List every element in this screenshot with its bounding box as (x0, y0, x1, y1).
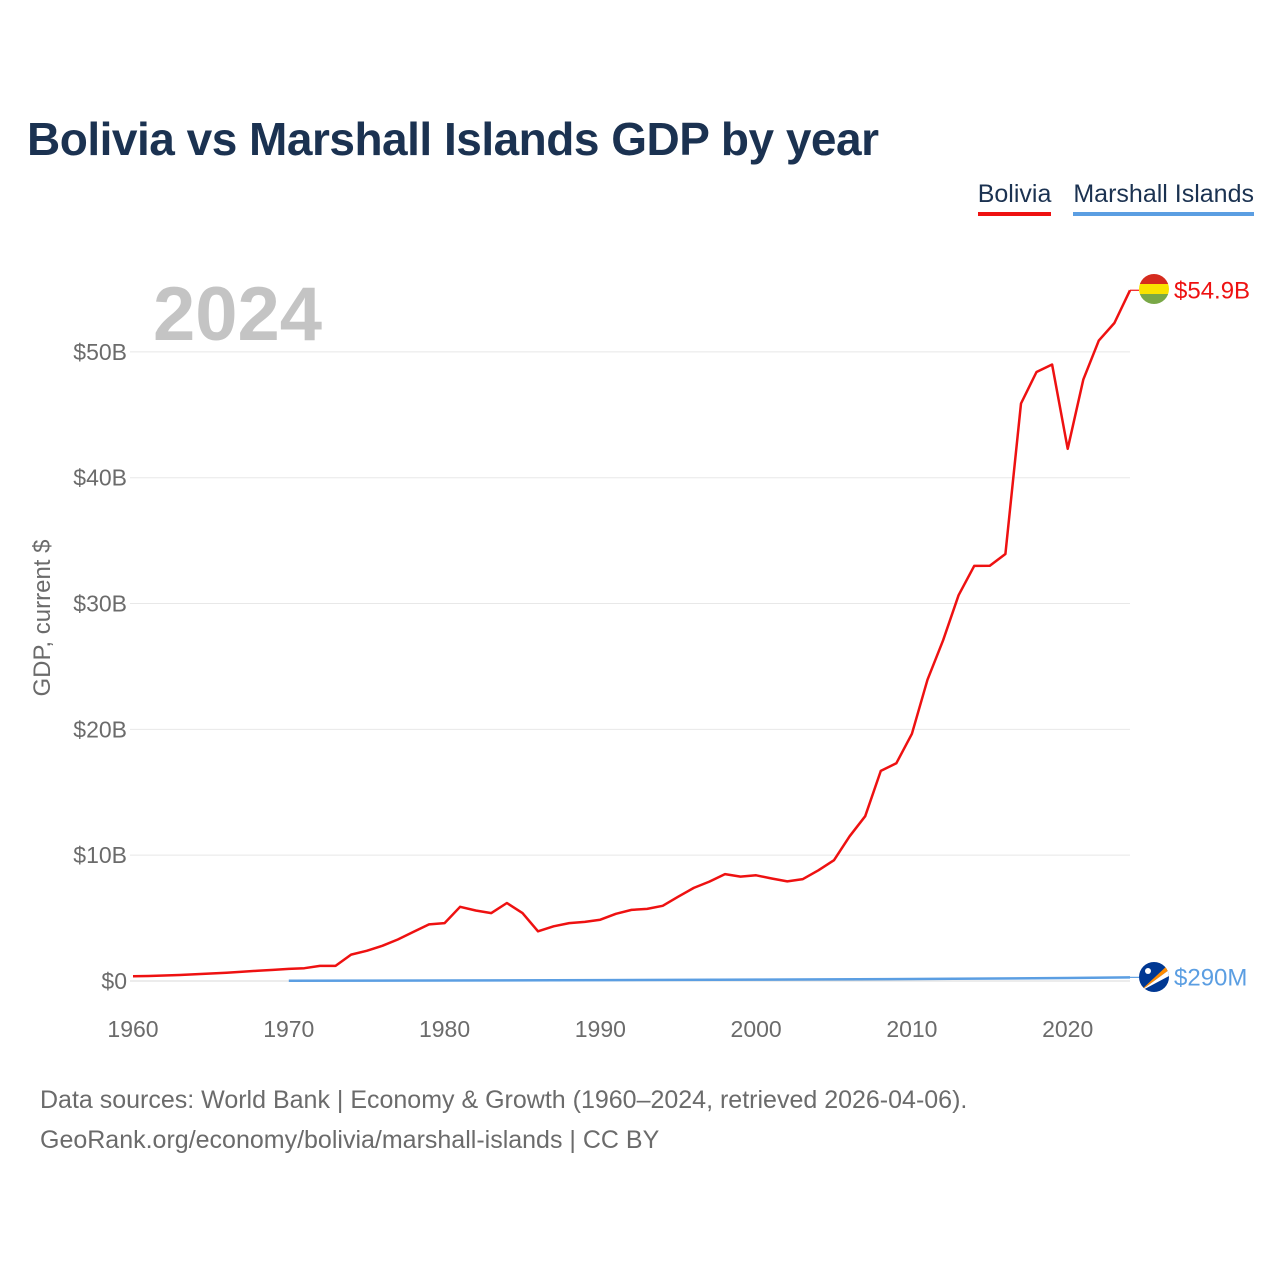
end-value-label: $290M (1174, 964, 1247, 991)
x-tick-label: 2010 (886, 1016, 937, 1042)
footer: Data sources: World Bank | Economy & Gro… (40, 1080, 967, 1160)
chart-title: Bolivia vs Marshall Islands GDP by year (27, 113, 879, 165)
legend-item-marshall-islands[interactable]: Marshall Islands (1073, 180, 1254, 216)
y-tick-label: $20B (73, 716, 127, 742)
legend: Bolivia Marshall Islands (977, 180, 1254, 216)
footer-link[interactable]: GeoRank.org/economy/bolivia/marshall-isl… (40, 1126, 660, 1154)
x-tick-label: 1970 (263, 1016, 314, 1042)
x-axis-ticks: 1960 1970 1980 1990 2000 2010 2020 (107, 1016, 1093, 1042)
legend-item-bolivia[interactable]: Bolivia (977, 180, 1052, 216)
end-labels: $54.9B $290M (1130, 277, 1250, 991)
x-tick-label: 1980 (419, 1016, 470, 1042)
y-tick-label: $30B (73, 591, 127, 617)
x-tick-label: 1960 (107, 1016, 158, 1042)
y-tick-label: $50B (73, 339, 127, 365)
series-line-bolivia[interactable] (132, 289, 1132, 978)
y-axis-label: GDP, current $ (29, 540, 56, 697)
x-tick-label: 2000 (731, 1016, 782, 1042)
y-tick-label: $40B (73, 465, 127, 491)
y-tick-label: $10B (73, 842, 127, 868)
end-value-label: $54.9B (1174, 277, 1250, 304)
x-tick-label: 1990 (575, 1016, 626, 1042)
marshall-islands-flag-icon (1139, 962, 1169, 992)
y-axis-ticks: $0 $10B $20B $30B $40B $50B (73, 339, 127, 994)
bolivia-flag-icon (1139, 274, 1169, 304)
x-tick-label: 2020 (1042, 1016, 1093, 1042)
grid-lines (130, 351, 1130, 982)
line-chart: 2024 $0 $10B $20B $30B $40B $50B 1960 1970 1980… (29, 272, 1250, 1042)
y-tick-label: $0 (101, 968, 127, 994)
year-watermark: 2024 (153, 272, 322, 357)
series-line-marshall-islands[interactable] (288, 976, 1131, 982)
series (132, 289, 1132, 982)
footer-sources: Data sources: World Bank | Economy & Gro… (40, 1086, 968, 1114)
